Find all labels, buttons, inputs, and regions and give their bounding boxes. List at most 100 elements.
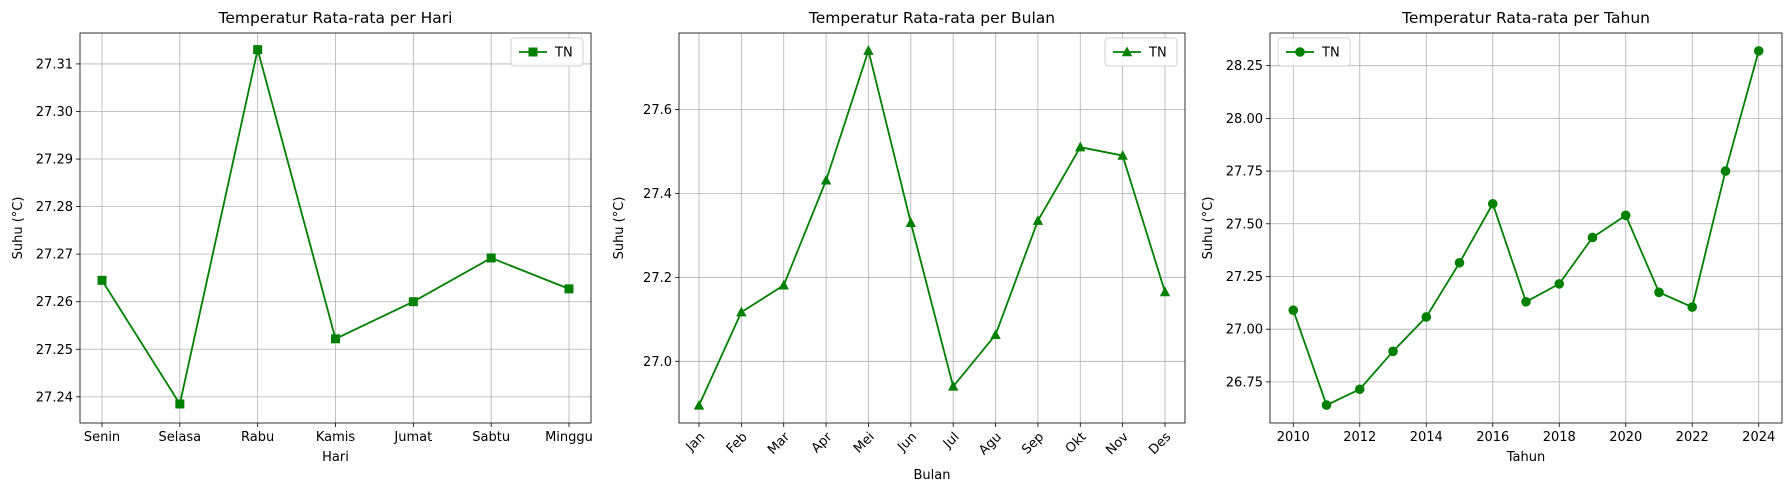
series-line-tn — [698, 47, 1166, 406]
data-point — [408, 297, 418, 307]
y-tick-label: 27.6 — [643, 103, 672, 118]
data-point — [1117, 150, 1128, 160]
chart-title: Temperatur Rata-rata per Bulan — [808, 9, 1055, 27]
legend-label: TN — [1148, 46, 1167, 61]
x-tick-label: Minggu — [545, 430, 593, 445]
x-tick-label: Okt — [1063, 430, 1090, 457]
data-point — [1487, 198, 1498, 209]
y-tick-label: 27.50 — [1226, 217, 1263, 232]
data-point — [863, 45, 874, 55]
chart-panel-1: Senin Selasa Rabu Kamis Jumat Sabtu Minggu 27.2… — [11, 9, 593, 465]
y-tick-label: 27.27 — [36, 248, 73, 263]
legend-label: TN — [554, 46, 573, 61]
x-tick-label: Jun — [894, 430, 920, 456]
y-tick-label: 27.25 — [36, 343, 73, 358]
x-tick-label: Kamis — [316, 430, 356, 445]
data-point — [1521, 296, 1531, 307]
chart-title: Temperatur Rata-rata per Hari — [218, 9, 453, 27]
plot-frame — [678, 32, 1186, 424]
data-point — [1421, 312, 1432, 322]
legend: TN — [1104, 37, 1178, 67]
y-axis-label: Suhu (°C) — [11, 197, 26, 260]
data-point — [564, 284, 574, 294]
data-point — [1587, 232, 1598, 243]
x-tick-label: Apr — [809, 429, 836, 456]
y-tick-label: 27.26 — [36, 295, 73, 310]
data-point — [1687, 302, 1698, 312]
plot-frame — [79, 32, 592, 424]
x-tick-label: Mei — [851, 430, 878, 457]
data-point — [97, 275, 107, 285]
legend-label: TN — [1321, 46, 1340, 61]
data-point — [1654, 287, 1664, 298]
x-tick-label: Feb — [724, 430, 751, 457]
y-axis-label: Suhu (°C) — [1201, 197, 1216, 260]
data-point — [486, 253, 496, 263]
x-axis-label: Tahun — [1506, 450, 1545, 465]
x-tick-label: Des — [1146, 430, 1174, 458]
chart-panel-2: Jan Feb Mar Apr Mei Jun Jul Agu Sep Okt Nov Des 27.0… — [612, 9, 1186, 483]
data-point — [778, 279, 789, 290]
chart-panel-3: 2010 2012 2014 2016 2018 2020 2022 2024 26.75 27.… — [1201, 9, 1783, 465]
y-tick-label: 27.25 — [1226, 270, 1263, 285]
y-tick-label: 27.0 — [643, 355, 672, 370]
y-tick-label: 27.2 — [643, 271, 672, 286]
data-point — [905, 217, 917, 227]
data-point — [1288, 305, 1299, 316]
x-tick-label: Selasa — [159, 430, 202, 445]
x-tick-label: 2012 — [1343, 430, 1376, 445]
x-tick-label: Sabtu — [472, 430, 510, 445]
data-point — [1354, 384, 1365, 395]
data-point — [820, 174, 832, 185]
x-tick-label: Nov — [1103, 429, 1132, 458]
data-point — [990, 329, 1001, 340]
data-point — [331, 334, 340, 344]
plot-frame — [1269, 32, 1783, 424]
data-point — [1720, 166, 1731, 176]
x-tick-label: 2010 — [1277, 430, 1310, 445]
legend: TN — [510, 37, 584, 67]
data-point — [1388, 346, 1398, 357]
x-tick-label: Jul — [940, 430, 962, 452]
x-tick-label: 2024 — [1742, 430, 1775, 445]
data-point — [175, 399, 185, 409]
y-axis-label: Suhu (°C) — [612, 197, 627, 260]
x-tick-label: Jumat — [393, 430, 432, 445]
y-tick-label: 27.31 — [36, 57, 73, 72]
legend: TN — [1277, 37, 1351, 67]
data-point — [947, 380, 959, 391]
data-point — [1321, 400, 1332, 410]
y-tick-label: 27.75 — [1226, 165, 1263, 180]
data-point — [1554, 279, 1565, 289]
x-tick-label: Agu — [976, 430, 1005, 459]
x-axis-label: Bulan — [914, 468, 951, 483]
y-tick-label: 27.30 — [36, 105, 73, 120]
data-point — [1075, 141, 1086, 152]
chart-title: Temperatur Rata-rata per Tahun — [1401, 9, 1650, 27]
y-tick-label: 27.4 — [643, 187, 672, 202]
data-point — [253, 45, 263, 55]
x-tick-label: Sep — [1019, 430, 1047, 458]
y-tick-label: 27.00 — [1226, 323, 1263, 338]
x-axis-label: Hari — [322, 450, 349, 465]
data-point — [1159, 286, 1171, 297]
y-tick-label: 27.29 — [36, 153, 73, 168]
data-point — [1753, 46, 1764, 56]
x-tick-label: Senin — [84, 430, 120, 445]
data-point — [1454, 257, 1465, 268]
legend-marker — [1121, 46, 1133, 57]
x-tick-label: Rabu — [241, 430, 274, 445]
legend-marker — [528, 47, 538, 57]
legend-marker — [1295, 47, 1305, 57]
y-tick-label: 28.25 — [1226, 59, 1263, 74]
y-tick-label: 26.75 — [1226, 375, 1263, 390]
y-tick-label: 28.00 — [1226, 112, 1263, 127]
x-tick-label: 2016 — [1476, 430, 1509, 445]
x-tick-label: Jan — [683, 430, 708, 455]
data-point — [736, 306, 747, 317]
x-tick-label: 2014 — [1410, 430, 1443, 445]
data-point — [1032, 215, 1044, 225]
data-point — [1620, 210, 1631, 221]
